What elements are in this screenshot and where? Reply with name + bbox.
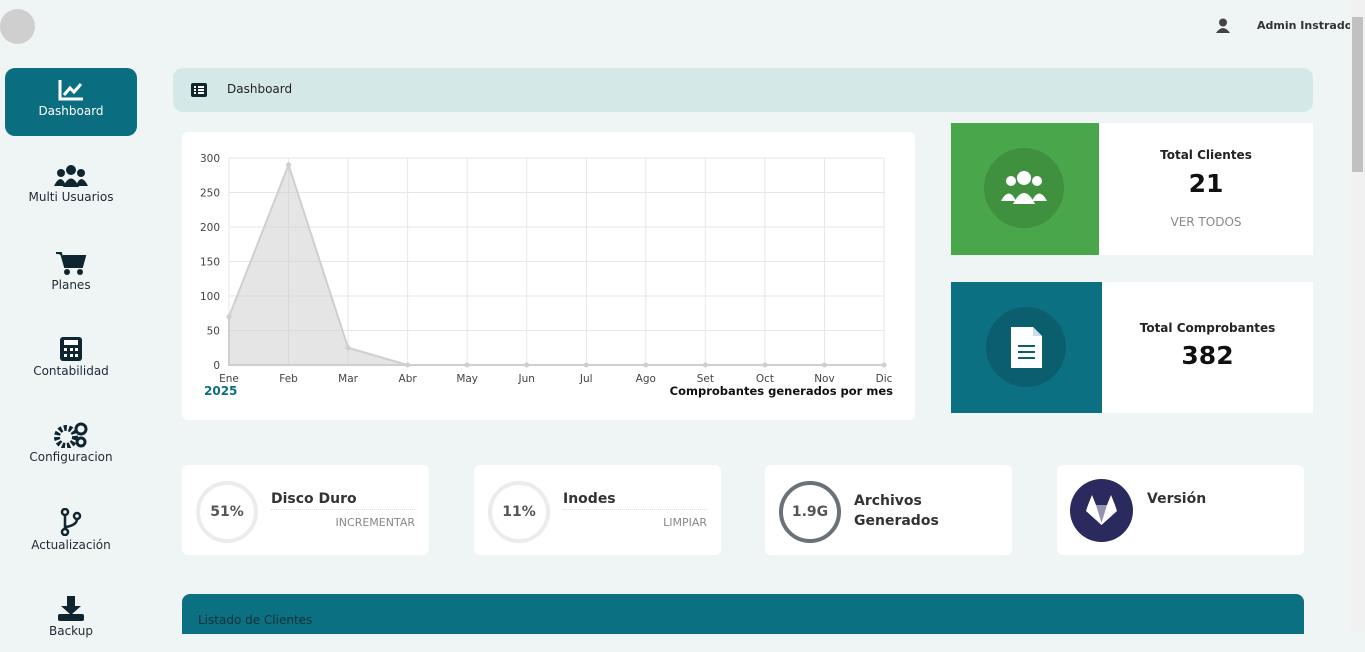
y-tick-label: 0 bbox=[213, 360, 220, 372]
table-header: Listado de Clientes bbox=[182, 594, 1304, 634]
nav-label: Configuracion bbox=[29, 450, 113, 464]
card-icon-area bbox=[951, 282, 1102, 413]
y-tick-label: 150 bbox=[200, 257, 220, 269]
point bbox=[405, 362, 411, 368]
x-tick-label: Jul bbox=[579, 373, 593, 385]
breadcrumb: Dashboard bbox=[227, 82, 293, 96]
nav-label: Contabilidad bbox=[33, 364, 109, 378]
stat-box: 1.9G Archivos Generados bbox=[765, 465, 1012, 555]
x-tick-label: Mar bbox=[338, 373, 358, 385]
logo bbox=[0, 9, 35, 44]
stat-action[interactable]: INCREMENTAR bbox=[335, 516, 415, 529]
card-icon-area bbox=[951, 123, 1099, 255]
stat-title: Inodes bbox=[563, 491, 707, 510]
icon bbox=[58, 596, 84, 621]
icon bbox=[60, 508, 82, 536]
clients-icon bbox=[984, 148, 1064, 228]
y-tick-label: 250 bbox=[200, 188, 220, 200]
stat-title: Archivos Generados bbox=[854, 493, 939, 529]
nav-item[interactable]: Actualización bbox=[5, 498, 137, 566]
point bbox=[345, 345, 351, 351]
stat-badge: 1.9G bbox=[779, 481, 841, 543]
x-tick-label: Set bbox=[697, 373, 714, 385]
point bbox=[643, 362, 649, 368]
point bbox=[286, 162, 292, 168]
stat-badge: 51% bbox=[196, 481, 258, 543]
nav-label: Dashboard bbox=[38, 104, 104, 118]
stat-box: 51% Disco Duro INCREMENTAR bbox=[182, 465, 429, 555]
x-tick-label: Feb bbox=[279, 373, 298, 385]
icon bbox=[56, 252, 87, 275]
point bbox=[524, 362, 530, 368]
nav-item[interactable]: Backup bbox=[5, 584, 137, 652]
y-tick-label: 300 bbox=[200, 153, 220, 165]
list-icon bbox=[191, 83, 207, 97]
scrollbar[interactable] bbox=[1350, 0, 1365, 631]
card-title: Total Clientes bbox=[1160, 148, 1252, 162]
y-tick-label: 50 bbox=[207, 326, 220, 338]
user-name[interactable]: Admin Instrador bbox=[1257, 19, 1358, 32]
chart: 2025 Comprobantes generados por mes 0 50 1… bbox=[200, 153, 893, 398]
page: Admin Instrador Dashboard Multi Usuarios… bbox=[0, 0, 1365, 638]
stat-title: Versión bbox=[1147, 491, 1207, 507]
card: Total Clientes 21 VER TODOS bbox=[951, 123, 1313, 255]
point bbox=[702, 362, 708, 368]
point bbox=[881, 362, 887, 368]
x-tick-label: Nov bbox=[814, 373, 835, 385]
stat-badge: 11% bbox=[488, 481, 550, 543]
point bbox=[583, 362, 589, 368]
card-value: 382 bbox=[1181, 341, 1234, 370]
scroll-thumb[interactable] bbox=[1352, 17, 1363, 172]
x-tick-label: May bbox=[456, 373, 478, 385]
nav-item[interactable]: Contabilidad bbox=[5, 326, 137, 394]
nav-item[interactable]: Dashboard bbox=[5, 68, 137, 136]
area bbox=[228, 161, 884, 366]
y-tick-label: 200 bbox=[200, 222, 220, 234]
nav-item[interactable]: Multi Usuarios bbox=[5, 154, 137, 222]
card-link[interactable]: VER TODOS bbox=[1170, 215, 1242, 229]
stat-action[interactable]: LIMPIAR bbox=[663, 516, 707, 529]
chart-year: 2025 bbox=[204, 384, 237, 398]
nav-label: Multi Usuarios bbox=[28, 190, 114, 204]
x-tick-label: Abr bbox=[399, 373, 418, 385]
card: Total Comprobantes 382 bbox=[951, 282, 1313, 413]
table-title: Listado de Clientes bbox=[198, 613, 313, 627]
nav-label: Actualización bbox=[31, 538, 111, 552]
point bbox=[821, 362, 827, 368]
nav-label: Planes bbox=[51, 278, 91, 292]
icon bbox=[54, 422, 88, 448]
point bbox=[762, 362, 768, 368]
stat-box: Versión bbox=[1057, 465, 1304, 555]
icon bbox=[54, 165, 88, 187]
x-tick-label: Jun bbox=[518, 373, 535, 385]
x-tick-label: Ene bbox=[219, 373, 239, 385]
chart-caption: Comprobantes generados por mes bbox=[670, 384, 893, 398]
x-tick-label: Oct bbox=[756, 373, 774, 385]
chart-panel: 2025 Comprobantes generados por mes 0 50 1… bbox=[182, 132, 915, 420]
nav-label: Backup bbox=[49, 624, 93, 638]
x-tick-label: Ago bbox=[636, 373, 656, 385]
version-icon bbox=[1070, 479, 1133, 542]
x-tick-label: Dic bbox=[876, 373, 893, 385]
y-tick-label: 100 bbox=[200, 291, 220, 303]
nav-item[interactable]: Configuracion bbox=[5, 412, 137, 480]
card-value: 21 bbox=[1188, 169, 1224, 198]
user-icon bbox=[1216, 18, 1230, 33]
icon bbox=[60, 337, 82, 361]
stat-title: Disco Duro bbox=[271, 491, 415, 510]
icon bbox=[58, 80, 83, 101]
nav-item[interactable]: Planes bbox=[5, 240, 137, 308]
card-title: Total Comprobantes bbox=[1139, 321, 1276, 335]
point bbox=[226, 314, 232, 320]
point bbox=[464, 362, 470, 368]
stat-box: 11% Inodes LIMPIAR bbox=[474, 465, 721, 555]
doc-icon bbox=[986, 307, 1066, 387]
breadcrumb-bar: Dashboard bbox=[173, 68, 1313, 112]
